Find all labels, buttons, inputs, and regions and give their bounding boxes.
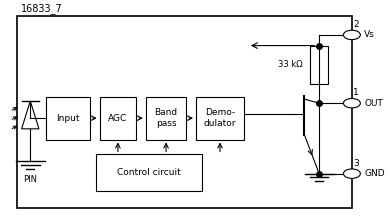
Circle shape bbox=[343, 30, 361, 40]
Bar bbox=[46, 97, 90, 139]
Text: 16833_7: 16833_7 bbox=[21, 3, 63, 14]
Text: OUT: OUT bbox=[364, 99, 383, 108]
Text: Vs: Vs bbox=[364, 30, 375, 40]
Circle shape bbox=[343, 169, 361, 178]
Text: 3: 3 bbox=[353, 159, 359, 168]
Text: 1: 1 bbox=[353, 88, 359, 97]
Text: 2: 2 bbox=[353, 20, 359, 29]
Bar bbox=[146, 97, 186, 139]
Text: PIN: PIN bbox=[23, 175, 37, 184]
Bar bbox=[196, 97, 244, 139]
Circle shape bbox=[343, 99, 361, 108]
Text: 33 kΩ: 33 kΩ bbox=[278, 60, 303, 69]
Text: GND: GND bbox=[364, 169, 385, 178]
Bar bbox=[17, 16, 352, 208]
Bar bbox=[310, 46, 328, 84]
Bar bbox=[96, 155, 202, 191]
Polygon shape bbox=[22, 101, 39, 129]
Text: Demo-
dulator: Demo- dulator bbox=[204, 109, 236, 128]
Text: Band
pass: Band pass bbox=[154, 109, 178, 128]
Bar bbox=[100, 97, 136, 139]
Text: Control circuit: Control circuit bbox=[117, 168, 181, 177]
Text: AGC: AGC bbox=[108, 114, 127, 123]
Text: Input: Input bbox=[56, 114, 80, 123]
